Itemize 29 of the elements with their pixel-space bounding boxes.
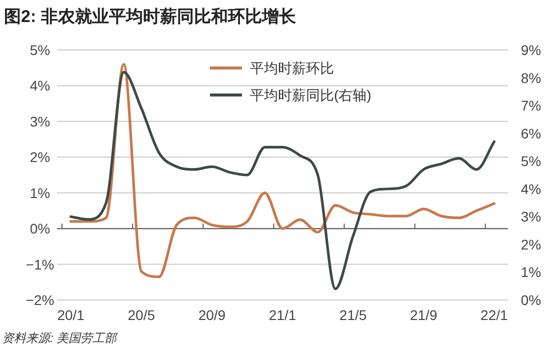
y-tick-label: 1%: [30, 184, 50, 201]
y2-tick-label: 2%: [520, 236, 542, 252]
legend-label: 平均时薪环比: [250, 60, 334, 76]
y2-tick-label: 9%: [520, 42, 542, 58]
y2-tick-label: 7%: [520, 98, 542, 114]
y2-tick-label: 4%: [520, 180, 542, 197]
y2-tick-label: 1%: [520, 264, 542, 280]
y2-tick-label: 5%: [520, 153, 542, 170]
x-tick-label: 22/1: [480, 307, 508, 323]
x-tick-label: 21/1: [268, 307, 296, 323]
x-tick-label: 21/9: [410, 307, 438, 323]
x-tick-label: 20/9: [198, 307, 226, 323]
y2-tick-label: 0%: [520, 292, 542, 308]
x-tick-label: 20/1: [57, 307, 85, 323]
y-tick-label: 0%: [30, 220, 50, 237]
y-tick-label: 2%: [30, 149, 50, 166]
y2-tick-label: 3%: [520, 208, 542, 225]
y2-tick-label: 8%: [520, 70, 542, 86]
y-tick-label: −1%: [26, 256, 54, 272]
y-tick-label: −2%: [26, 292, 54, 308]
chart-title: 图2: 非农就业平均时薪同比和环比增长: [4, 7, 297, 26]
y-tick-label: 4%: [30, 78, 50, 94]
y2-tick-label: 6%: [520, 125, 542, 142]
y-tick-label: 3%: [30, 113, 50, 130]
x-tick-label: 21/5: [339, 307, 367, 323]
x-tick-label: 20/5: [128, 307, 156, 323]
y-tick-label: 5%: [30, 42, 50, 58]
legend-label: 平均时薪同比(右轴): [250, 87, 372, 103]
text: 资料来源: 美国劳工部: [2, 331, 119, 345]
